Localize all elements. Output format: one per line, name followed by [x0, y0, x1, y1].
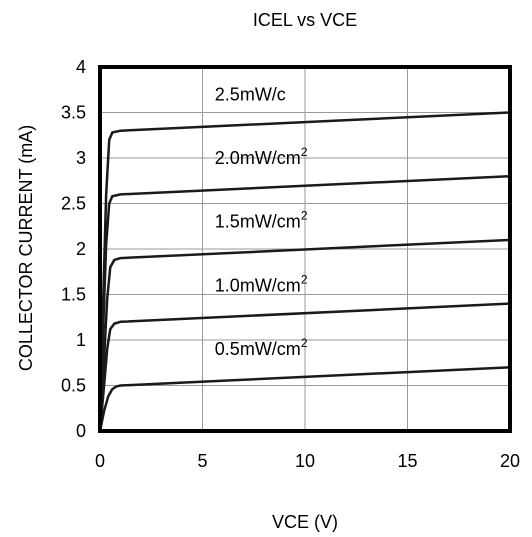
- y-tick-label: 2.5: [61, 194, 86, 214]
- y-axis-title: COLLECTOR CURRENT (mA): [16, 125, 36, 371]
- series-line: [98, 238, 511, 432]
- y-tick-label: 0: [76, 421, 86, 441]
- y-tick-label: 4: [76, 57, 86, 77]
- curve-labels: 0.5mW/cm2 1.0mW/cm2 1.5mW/cm2 2.0mW/cm2 2.5m…: [215, 84, 308, 359]
- series-label: 0.5mW/cm2: [215, 336, 308, 359]
- x-tick-label: 5: [197, 451, 207, 471]
- y-tick-label: 3: [76, 148, 86, 168]
- series-label: 2.5mW/c: [215, 84, 286, 104]
- x-tick-label: 10: [295, 451, 315, 471]
- chart-title: ICEL vs VCE: [253, 10, 357, 30]
- series-line: [98, 366, 511, 432]
- curves: [98, 111, 511, 432]
- y-tick-label: 3.5: [61, 103, 86, 123]
- series-line: [98, 302, 511, 432]
- grid: [100, 67, 510, 431]
- series-label: 2.0mW/cm2: [215, 145, 308, 168]
- series-label: 1.0mW/cm2: [215, 272, 308, 295]
- x-tick-label: 15: [397, 451, 417, 471]
- y-tick-label: 2: [76, 239, 86, 259]
- y-tick-label: 1.5: [61, 285, 86, 305]
- series-line: [98, 111, 511, 432]
- tick-labels: 0 5 10 15 20 0 0.5 1 1.5 2 2.5 3 3.5 4: [61, 57, 520, 471]
- y-tick-label: 0.5: [61, 376, 86, 396]
- series-label: 1.5mW/cm2: [215, 209, 308, 232]
- x-tick-label: 20: [500, 451, 520, 471]
- y-tick-label: 1: [76, 330, 86, 350]
- x-axis-title: VCE (V): [272, 512, 338, 532]
- x-tick-label: 0: [95, 451, 105, 471]
- plot-frame: [98, 65, 512, 433]
